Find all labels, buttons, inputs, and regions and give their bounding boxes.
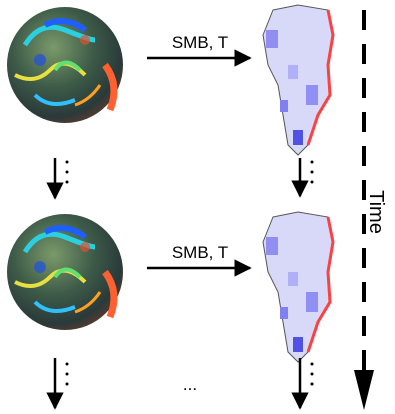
continuation: ... — [183, 375, 197, 394]
ice-sheet — [263, 212, 333, 362]
ice-sheet — [263, 5, 333, 155]
edge-label: SMB, T — [172, 243, 228, 262]
edge-label: SMB, T — [172, 33, 228, 52]
axis-label: Time — [365, 190, 387, 234]
globe — [7, 214, 123, 330]
page: SMB, T SMB, T Time ... (() => { const da… — [0, 0, 395, 414]
diagram: SMB, T SMB, T Time ... — [0, 0, 395, 414]
globe — [7, 7, 123, 123]
time-arrowhead — [354, 370, 374, 410]
